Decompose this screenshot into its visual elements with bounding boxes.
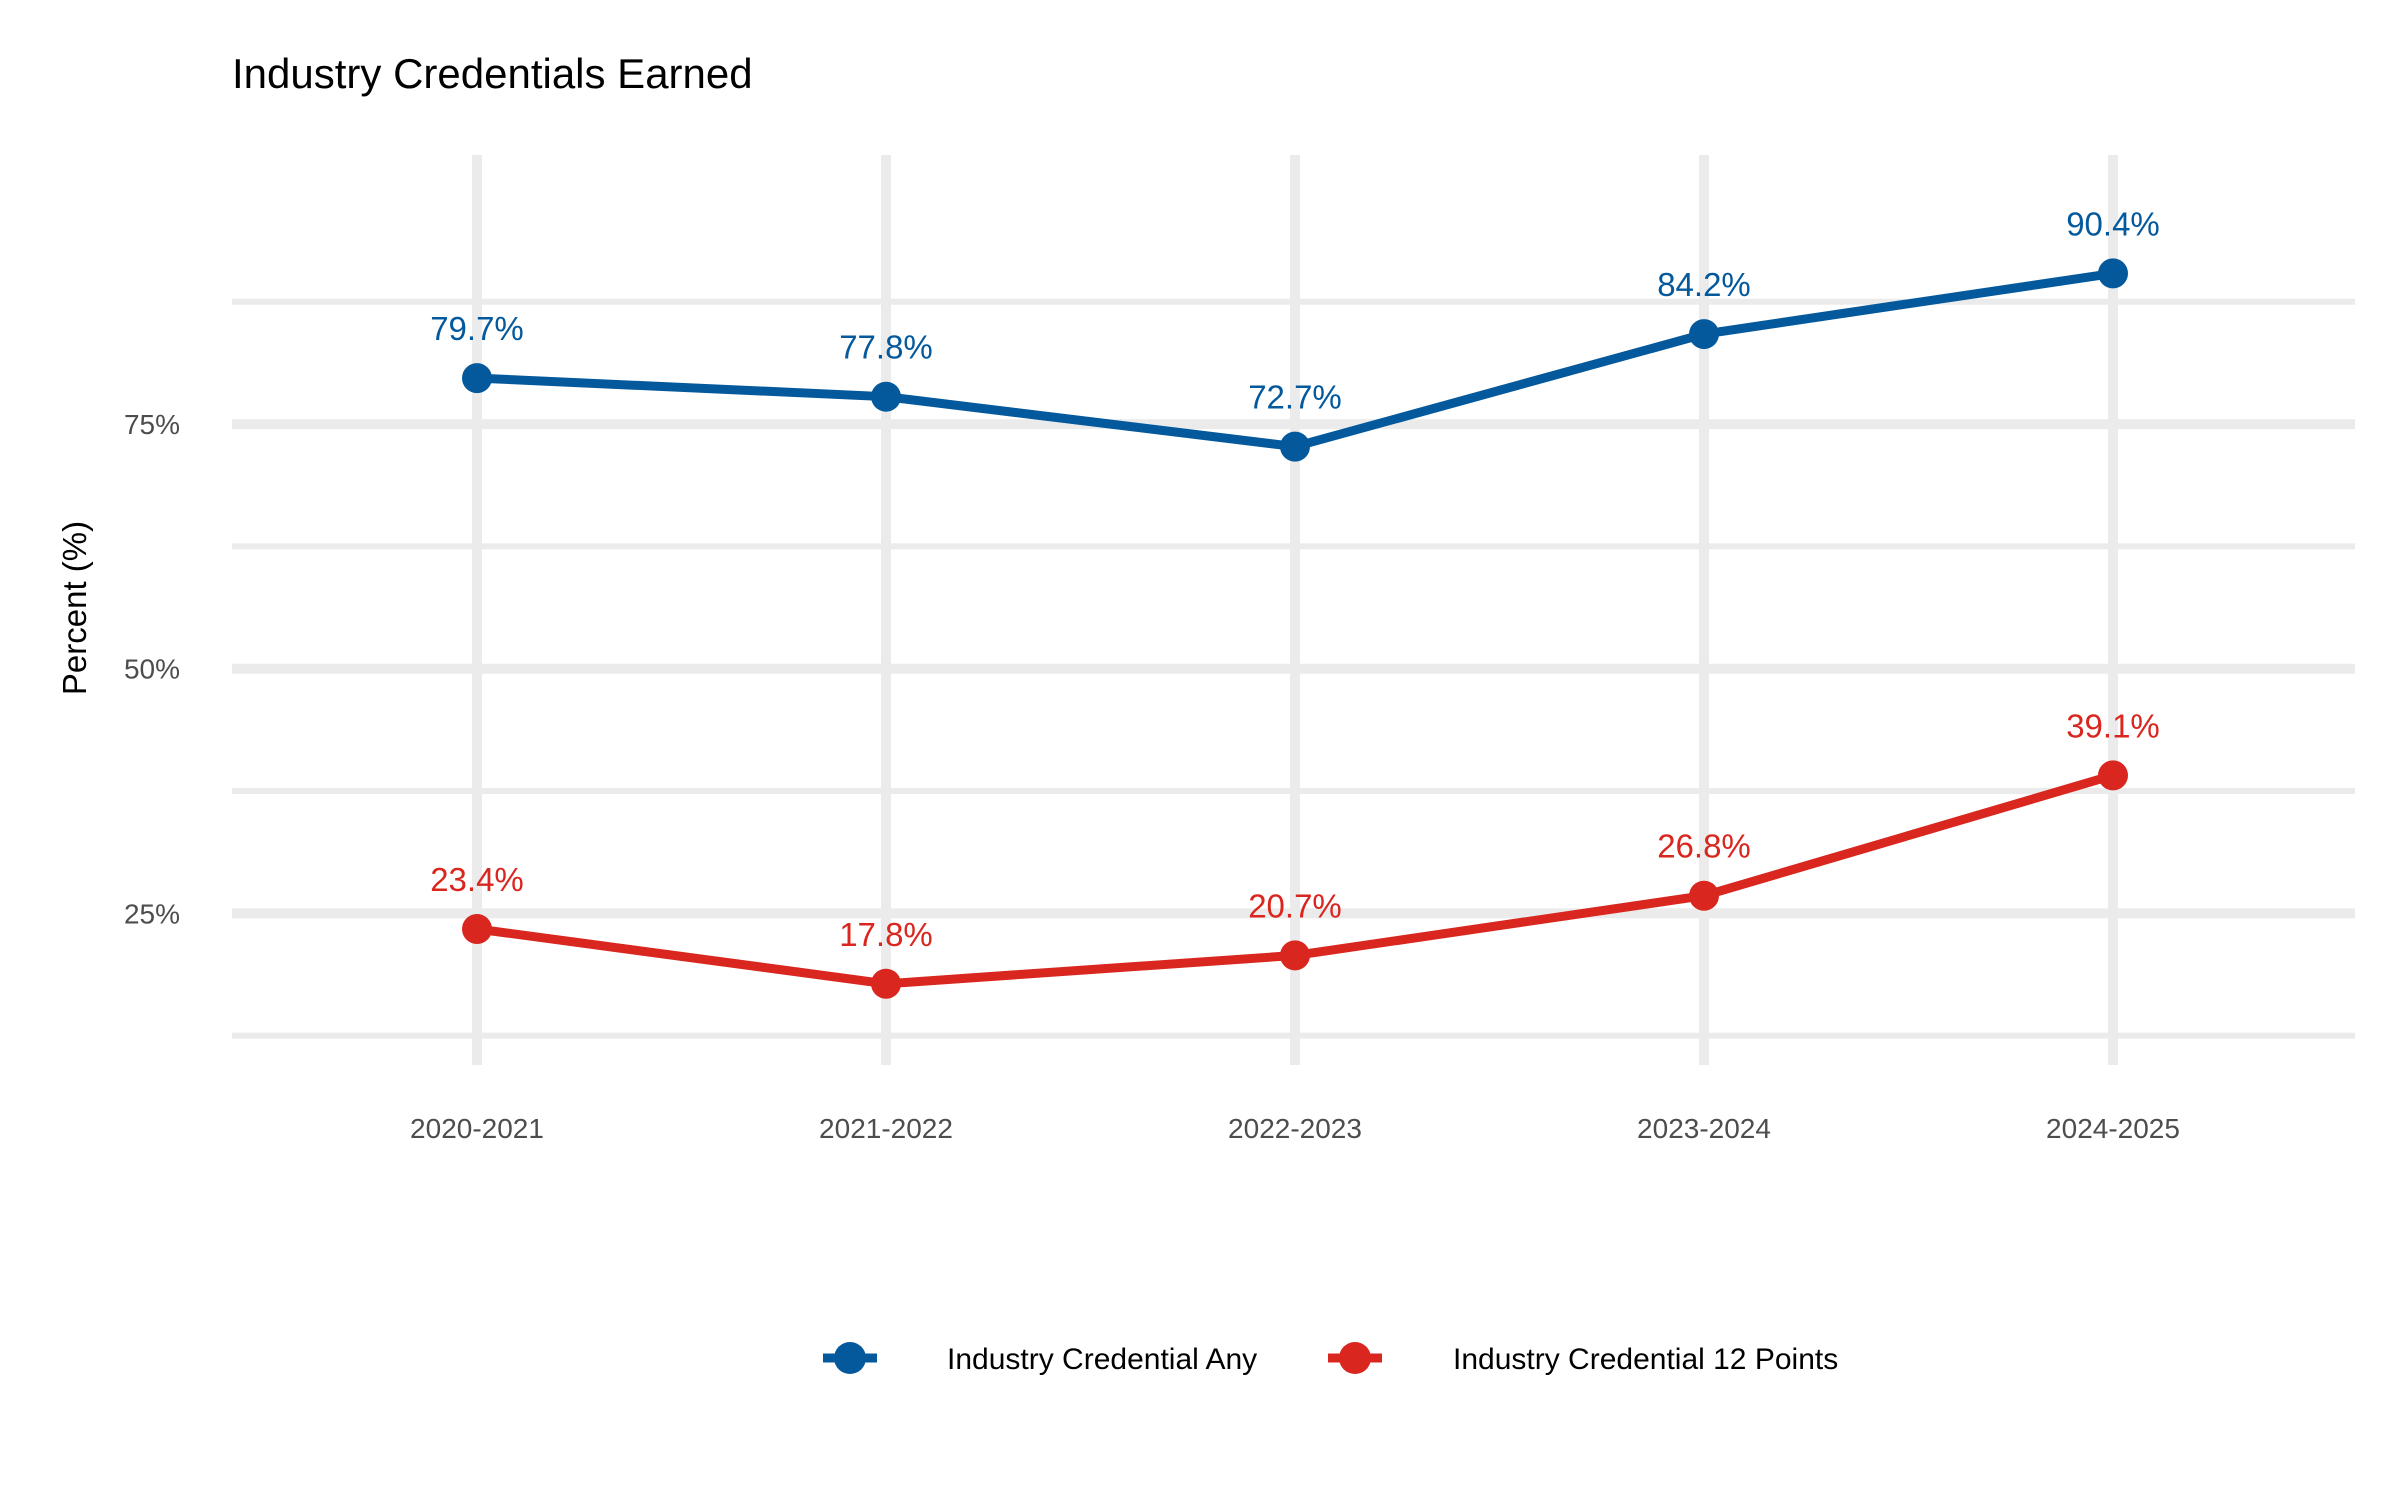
data-label: 77.8% (839, 329, 933, 366)
legend-key-marker (834, 1342, 866, 1374)
data-label: 23.4% (430, 861, 524, 898)
data-point (1280, 431, 1310, 462)
legend-label: Industry Credential Any (947, 1343, 1257, 1376)
data-label: 39.1% (2066, 707, 2160, 744)
data-point (1689, 319, 1719, 350)
data-label: 90.4% (2066, 205, 2160, 242)
x-tick-label: 2022-2023 (1228, 1113, 1362, 1144)
data-point (871, 381, 901, 412)
data-label: 26.8% (1657, 828, 1751, 865)
data-point (462, 363, 492, 394)
data-point (2098, 258, 2128, 289)
points-layer (462, 258, 2128, 999)
axis-layer: 25% 50% 75% 2020-2021 2021-2022 2022-2023 2023… (124, 409, 2180, 1144)
x-tick-label: 2023-2024 (1637, 1113, 1771, 1144)
data-label: 72.7% (1248, 379, 1342, 416)
x-tick-label: 2024-2025 (2046, 1113, 2180, 1144)
data-label: 84.2% (1657, 266, 1751, 303)
x-tick-label: 2020-2021 (410, 1113, 544, 1144)
data-point (2098, 760, 2128, 791)
legend-label: Industry Credential 12 Points (1453, 1343, 1838, 1376)
data-point (871, 968, 901, 999)
labels-layer: 79.7% 77.8% 72.7% 84.2% 90.4% 23.4% 17.8% 20.7%… (430, 205, 2160, 952)
y-tick-label: 50% (124, 654, 180, 685)
data-label: 79.7% (430, 310, 524, 347)
legend-key-marker (1339, 1342, 1371, 1374)
grid-layer (232, 155, 2355, 1065)
data-label: 20.7% (1248, 887, 1342, 924)
data-point (1280, 940, 1310, 971)
data-point (462, 913, 492, 944)
data-label: 17.8% (839, 916, 933, 953)
legend: Industry Credential Any Industry Credenti… (823, 1342, 1838, 1376)
y-tick-label: 75% (124, 409, 180, 440)
y-tick-label: 25% (124, 898, 180, 929)
data-point (1689, 880, 1719, 911)
y-axis-title: Percent (%) (56, 521, 93, 695)
x-tick-label: 2021-2022 (819, 1113, 953, 1144)
chart-title: Industry Credentials Earned (232, 50, 753, 97)
